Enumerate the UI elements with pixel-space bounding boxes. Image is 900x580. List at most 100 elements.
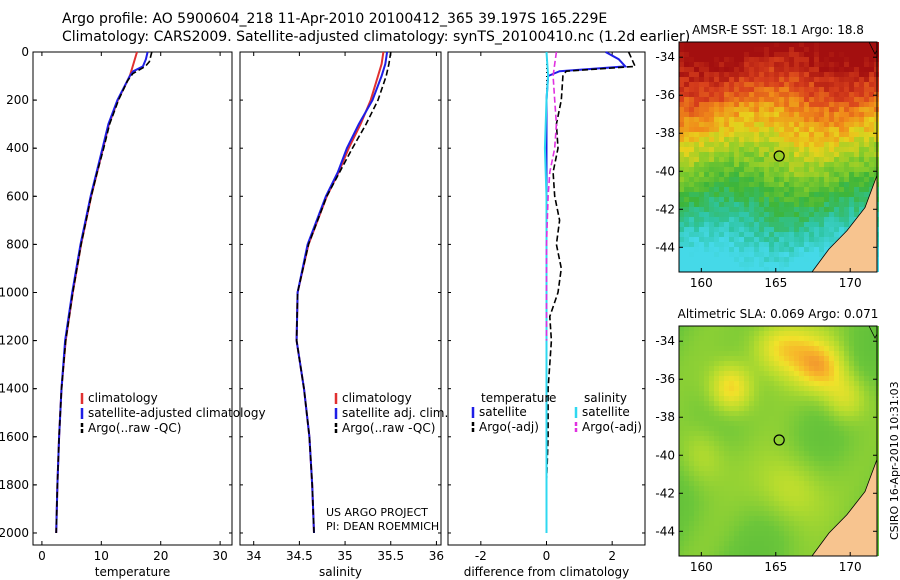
map-cell [789,267,794,272]
map-cell [849,57,854,62]
map-cell [779,381,784,386]
map-cell [709,42,714,47]
map-cell [724,496,729,501]
map-cell [784,421,789,426]
map-cell [754,62,759,67]
map-cell [809,516,814,521]
map-cell [704,177,709,182]
map-cell [769,426,774,431]
map-cell [864,421,869,426]
map-cell [804,197,809,202]
map-cell [774,207,779,212]
map-cell [819,197,824,202]
map-cell [859,356,864,361]
map-cell [764,386,769,391]
map-cell [834,232,839,237]
map-cell [739,341,744,346]
map-cell [694,381,699,386]
map-cell [834,92,839,97]
map-cell [864,481,869,486]
map-cell [794,92,799,97]
map-cell [809,192,814,197]
x-tick-label: 170 [839,276,862,290]
map-cell [704,137,709,142]
map-cell [719,416,724,421]
map-cell [699,57,704,62]
map-cell [769,336,774,341]
map-cell [819,396,824,401]
map-cell [759,436,764,441]
map-cell [784,526,789,531]
map-cell [864,441,869,446]
map-cell [774,72,779,77]
map-cell [739,262,744,267]
y-tick-label: 1400 [0,382,29,396]
map-cell [799,232,804,237]
map-cell [809,72,814,77]
map-cell [794,167,799,172]
map-cell [754,326,759,331]
map-cell [679,506,684,511]
map-cell [854,451,859,456]
map-cell [859,97,864,102]
map-cell [714,461,719,466]
map-cell [824,461,829,466]
map-cell [854,466,859,471]
map-cell [764,411,769,416]
map-cell [869,351,874,356]
map-cell [854,147,859,152]
series-line-satellite-adjusted-climatology [55,51,149,534]
map-cell [854,97,859,102]
map-cell [779,476,784,481]
map-cell [814,237,819,242]
map-cell [809,262,814,267]
map-cell [844,426,849,431]
map-cell [744,326,749,331]
map-cell [724,157,729,162]
map-cell [694,252,699,257]
map-cell [694,137,699,142]
map-cell [704,92,709,97]
map-cell [814,57,819,62]
map-cell [769,386,774,391]
map-cell [844,72,849,77]
map-cell [819,202,824,207]
map-cell [834,361,839,366]
map-cell [694,376,699,381]
map-cell [824,217,829,222]
map-cell [784,446,789,451]
map-cell [724,381,729,386]
map-cell [774,212,779,217]
map-cell [869,82,874,87]
map-cell [784,391,789,396]
map-cell [684,511,689,516]
map-cell [849,481,854,486]
map-cell [714,117,719,122]
map-cell [709,132,714,137]
map-cell [739,112,744,117]
map-cell [754,511,759,516]
map-cell [744,406,749,411]
map-cell [859,122,864,127]
map-cell [774,67,779,72]
map-cell [769,92,774,97]
map-cell [739,506,744,511]
map-cell [699,47,704,52]
map-cell [804,491,809,496]
map-cell [749,326,754,331]
map-cell [784,466,789,471]
map-cell [774,232,779,237]
map-cell [819,42,824,47]
map-cell [724,262,729,267]
map-cell [714,431,719,436]
map-cell [814,167,819,172]
map-cell [839,401,844,406]
map-cell [694,511,699,516]
map-cell [694,416,699,421]
map-cell [774,471,779,476]
map-cell [689,127,694,132]
map-cell [824,421,829,426]
map-cell [839,356,844,361]
map-cell [819,152,824,157]
map-cell [754,336,759,341]
